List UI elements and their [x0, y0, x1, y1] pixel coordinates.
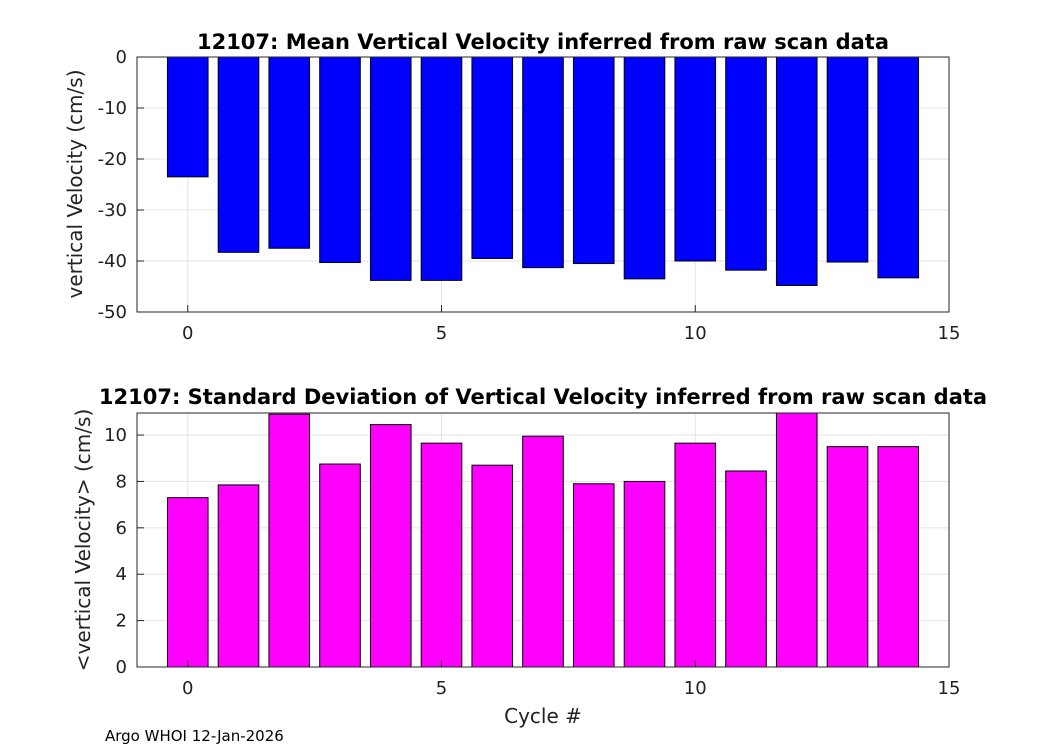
footer-credit: Argo WHOI 12-Jan-2026: [105, 727, 284, 745]
std-xtick-label: 15: [938, 678, 961, 699]
mean-bar-cycle-0: [166, 56, 209, 178]
mean-xtick-label: 0: [182, 323, 193, 344]
mean-bar-cycle-1: [217, 56, 260, 253]
mean-bar-cycle-4: [369, 56, 412, 281]
std-velocity-title: 12107: Standard Deviation of Vertical Ve…: [99, 385, 987, 409]
mean-ytick-label: -10: [98, 98, 127, 119]
mean-xtick-label: 15: [938, 323, 961, 344]
mean-velocity-axes-frame: [136, 56, 950, 313]
mean-velocity-panel: 0 5 10 15 -50 -40 -30 -20 -10 0 12107: Mean Verti…: [63, 30, 960, 344]
mean-bar-cycle-12: [775, 56, 818, 286]
std-velocity-xlabel: Cycle #: [504, 704, 582, 728]
std-velocity-axes-frame: [136, 412, 950, 668]
std-ytick-label: 0: [116, 657, 127, 678]
std-bar-cycle-11: [725, 470, 767, 668]
std-bar-cycle-10: [674, 442, 717, 668]
mean-ytick-label: -30: [98, 200, 127, 221]
mean-bar-cycle-5: [420, 56, 463, 281]
mean-bar-cycle-7: [522, 56, 564, 269]
std-ytick-label: 6: [116, 518, 127, 539]
std-bar-cycle-7: [522, 435, 564, 668]
mean-bar-cycle-2: [268, 56, 311, 249]
mean-velocity-title: 12107: Mean Vertical Velocity inferred f…: [197, 30, 889, 54]
std-bar-cycle-4: [369, 424, 412, 668]
std-velocity-ylabel: <vertical Velocity> (cm/s): [71, 409, 95, 672]
mean-bar-cycle-9: [623, 56, 666, 280]
std-bar-cycle-9: [623, 480, 666, 668]
mean-bar-cycle-10: [674, 56, 717, 262]
std-bar-cycle-8: [572, 483, 615, 668]
std-bar-cycle-1: [217, 484, 260, 668]
std-bar-cycle-3: [319, 463, 361, 668]
std-ytick-label: 4: [116, 564, 127, 585]
std-velocity-panel: 0 5 10 15 0 2 4 6 8 10 12107: Standard Deviation …: [71, 385, 987, 728]
mean-bar-cycle-8: [572, 56, 615, 265]
std-ytick-label: 10: [104, 425, 127, 446]
std-xtick-label: 10: [684, 678, 707, 699]
mean-bar-cycle-14: [877, 56, 920, 279]
std-xtick-label: 5: [436, 678, 447, 699]
mean-ytick-label: 0: [116, 47, 127, 68]
mean-ytick-label: -20: [98, 149, 127, 170]
std-ytick-label: 2: [116, 611, 127, 632]
mean-ytick-label: -40: [98, 251, 127, 272]
mean-xtick-label: 10: [684, 323, 707, 344]
mean-velocity-ylabel: vertical Velocity (cm/s): [63, 70, 87, 299]
std-xtick-label: 0: [182, 678, 193, 699]
mean-bar-cycle-3: [319, 56, 361, 264]
std-bar-cycle-2: [268, 413, 311, 668]
mean-bar-cycle-11: [725, 56, 767, 271]
std-bar-cycle-0: [166, 497, 209, 668]
std-bar-cycle-13: [826, 446, 869, 668]
std-bar-cycle-5: [420, 442, 463, 668]
mean-xtick-label: 5: [436, 323, 447, 344]
mean-ytick-label: -50: [98, 302, 127, 323]
std-bar-cycle-14: [877, 446, 920, 668]
std-ytick-label: 8: [116, 471, 127, 492]
std-bar-cycle-12: [775, 412, 818, 668]
std-bar-cycle-6: [471, 464, 514, 668]
mean-bar-cycle-6: [471, 56, 514, 259]
mean-bar-cycle-13: [826, 56, 869, 263]
